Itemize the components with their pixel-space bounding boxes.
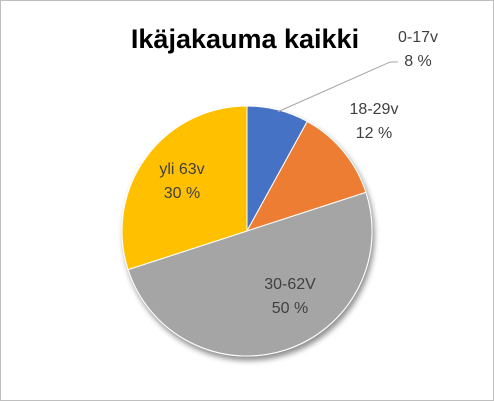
- slice-category-label: 30-62V: [264, 276, 316, 293]
- slice-value-label: 12 %: [356, 125, 392, 142]
- slice-category-label: 0-17v: [398, 29, 438, 46]
- slice-value-label: 30 %: [164, 185, 200, 202]
- slice-value-label: 8 %: [404, 53, 432, 70]
- slice-category-label: yli 63v: [159, 161, 204, 178]
- slice-value-label: 50 %: [272, 300, 308, 317]
- slice-category-label: 18-29v: [350, 101, 399, 118]
- chart-title: Ikäjakauma kaikki: [131, 24, 359, 54]
- pie: [121, 105, 373, 357]
- pie-slice: [121, 105, 248, 271]
- leader-line: [277, 61, 398, 113]
- pie-slice: [245, 120, 367, 232]
- pie-slice: [127, 191, 373, 357]
